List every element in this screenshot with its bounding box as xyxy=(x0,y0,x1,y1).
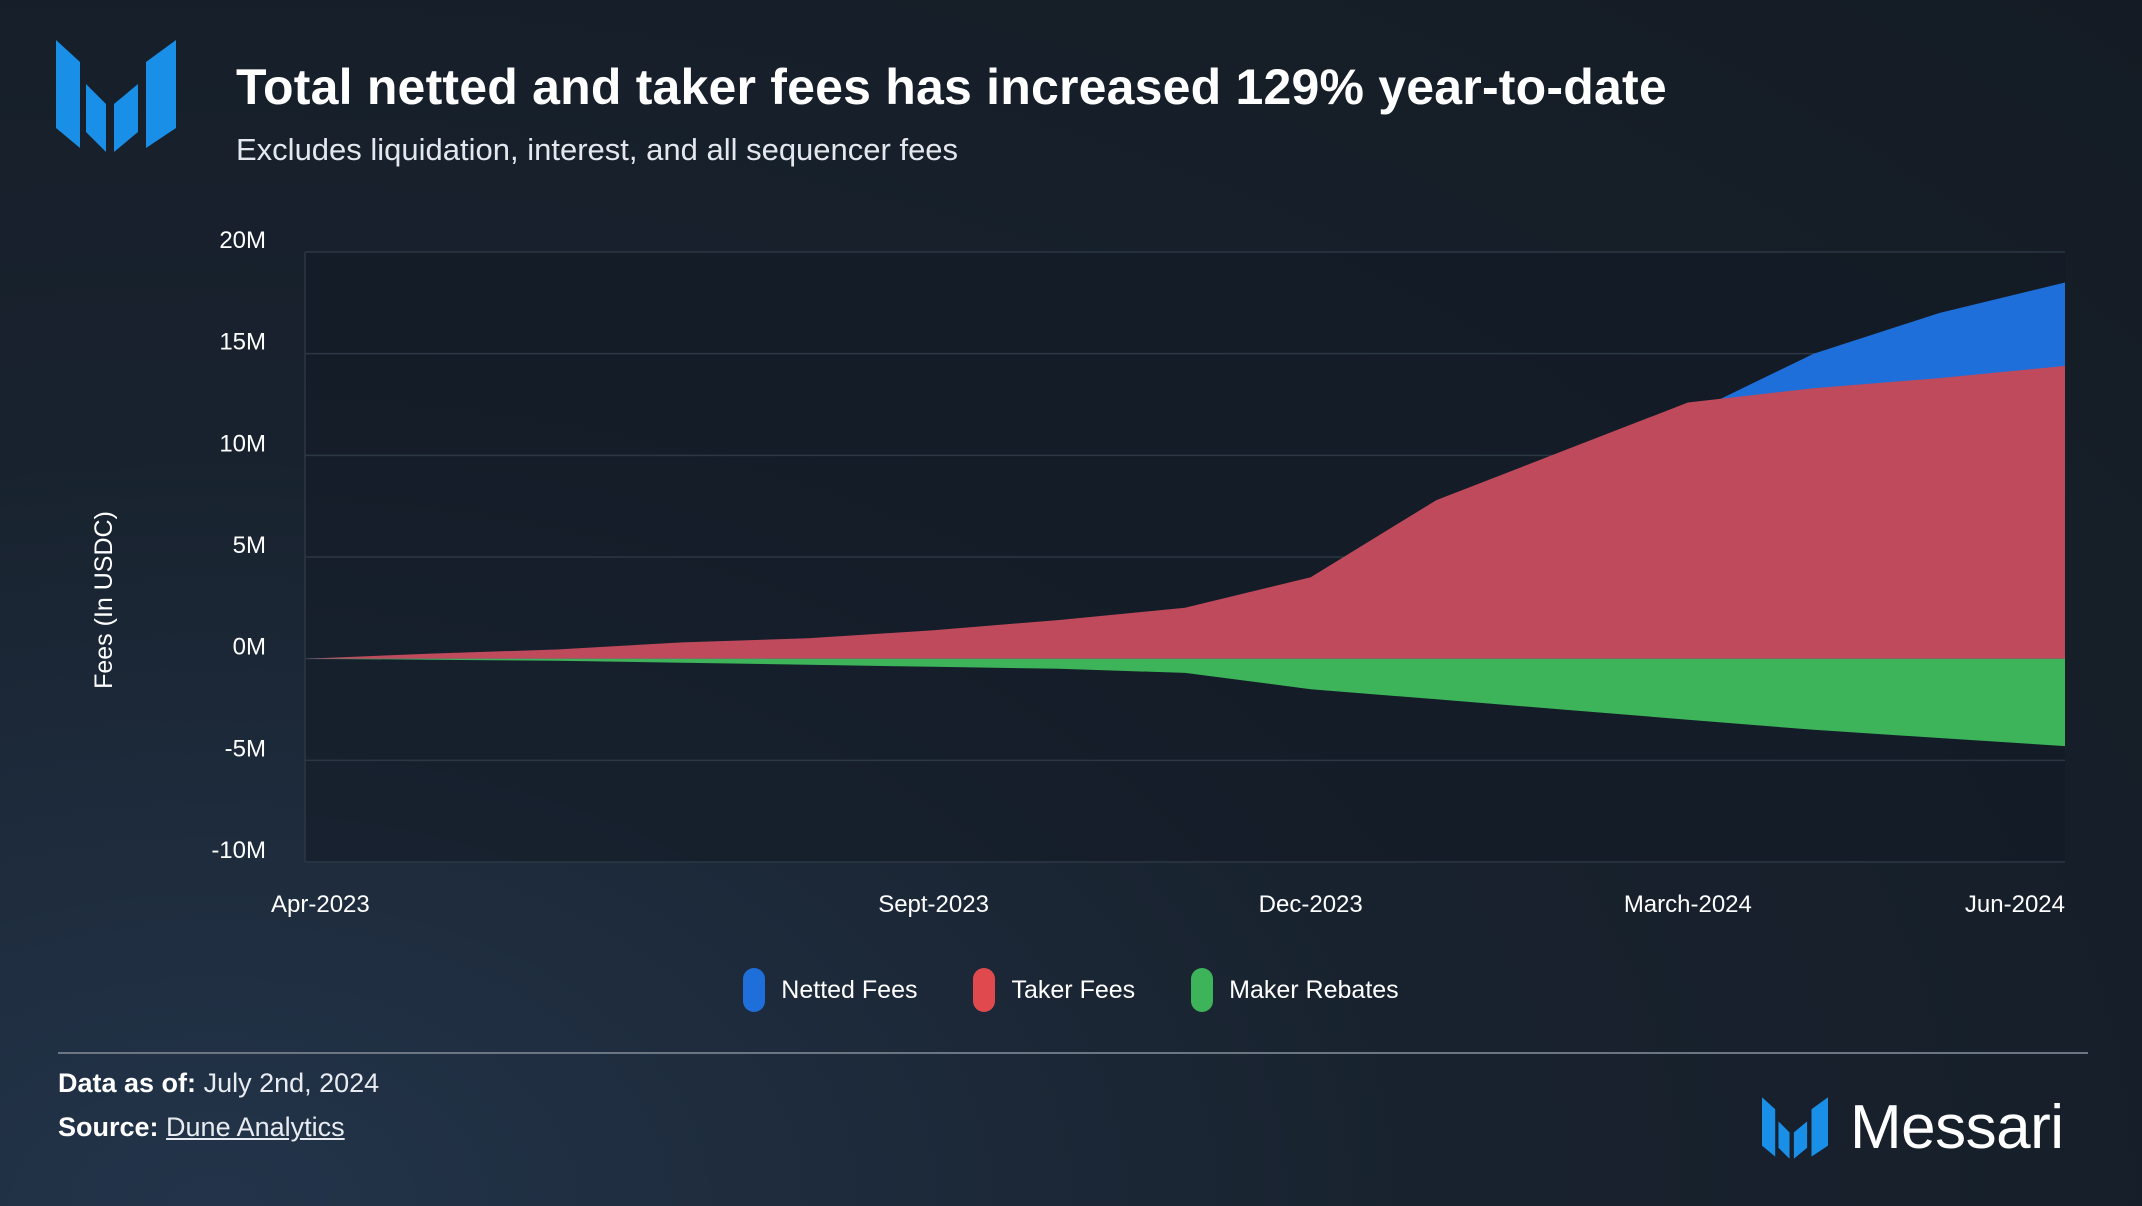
x-tick-label: March-2024 xyxy=(1624,891,1752,918)
area-maker xyxy=(305,658,2065,747)
y-tick-label: -10M xyxy=(211,837,266,864)
y-tick-label: 0M xyxy=(233,634,266,661)
messari-brand-icon xyxy=(1762,1096,1828,1159)
y-tick-label: 10M xyxy=(219,430,266,457)
x-axis-ticks: Apr-2023 Sept-2023 Dec-2023 March-2024 Jun-2… xyxy=(271,891,2065,918)
legend-label: Taker Fees xyxy=(1011,975,1136,1004)
legend-swatch-taker xyxy=(973,968,996,1012)
y-axis-ticks: 20M 15M 10M 5M 0M -5M -10M xyxy=(211,227,266,864)
y-tick-label: -5M xyxy=(225,735,266,762)
chart-legend: Netted Fees Taker Fees Maker Rebates xyxy=(0,968,2142,1012)
x-tick-label: Apr-2023 xyxy=(271,891,370,918)
series-areas xyxy=(305,282,2065,747)
source: Source: Dune Analytics xyxy=(58,1112,345,1143)
legend-label: Netted Fees xyxy=(781,975,918,1004)
chart-title: Total netted and taker fees has increase… xyxy=(236,59,1667,115)
legend-item-maker-rebates[interactable]: Maker Rebates xyxy=(1191,968,1399,1012)
brand-name: Messari xyxy=(1850,1093,2064,1162)
legend-swatch-netted xyxy=(743,968,766,1012)
fees-area-chart: 20M 15M 10M 5M 0M -5M -10M Apr-2023 Sept-2023 De… xyxy=(90,227,2065,918)
legend-label: Maker Rebates xyxy=(1229,975,1399,1004)
legend-item-taker-fees[interactable]: Taker Fees xyxy=(973,968,1135,1012)
legend-item-netted-fees[interactable]: Netted Fees xyxy=(743,968,917,1012)
x-tick-label: Dec-2023 xyxy=(1259,891,1363,918)
source-label: Source: xyxy=(58,1112,159,1142)
messari-logo-icon xyxy=(56,40,176,152)
x-tick-label: Sept-2023 xyxy=(878,891,989,918)
data-as-of-label: Data as of: xyxy=(58,1068,197,1098)
data-as-of-value: July 2nd, 2024 xyxy=(203,1068,380,1098)
legend-swatch-maker xyxy=(1191,968,1214,1012)
y-tick-label: 20M xyxy=(219,227,266,254)
brand-mark: Messari xyxy=(1762,1092,2064,1163)
source-link[interactable]: Dune Analytics xyxy=(166,1112,345,1142)
chart-subtitle: Excludes liquidation, interest, and all … xyxy=(236,132,959,167)
footer-divider xyxy=(58,1052,2088,1054)
data-as-of: Data as of: July 2nd, 2024 xyxy=(58,1068,379,1099)
y-axis-label: Fees (In USDC) xyxy=(90,511,118,689)
y-tick-label: 5M xyxy=(233,532,266,559)
area-taker xyxy=(305,365,2065,659)
x-tick-label: Jun-2024 xyxy=(1965,891,2065,918)
y-tick-label: 15M xyxy=(219,329,266,356)
